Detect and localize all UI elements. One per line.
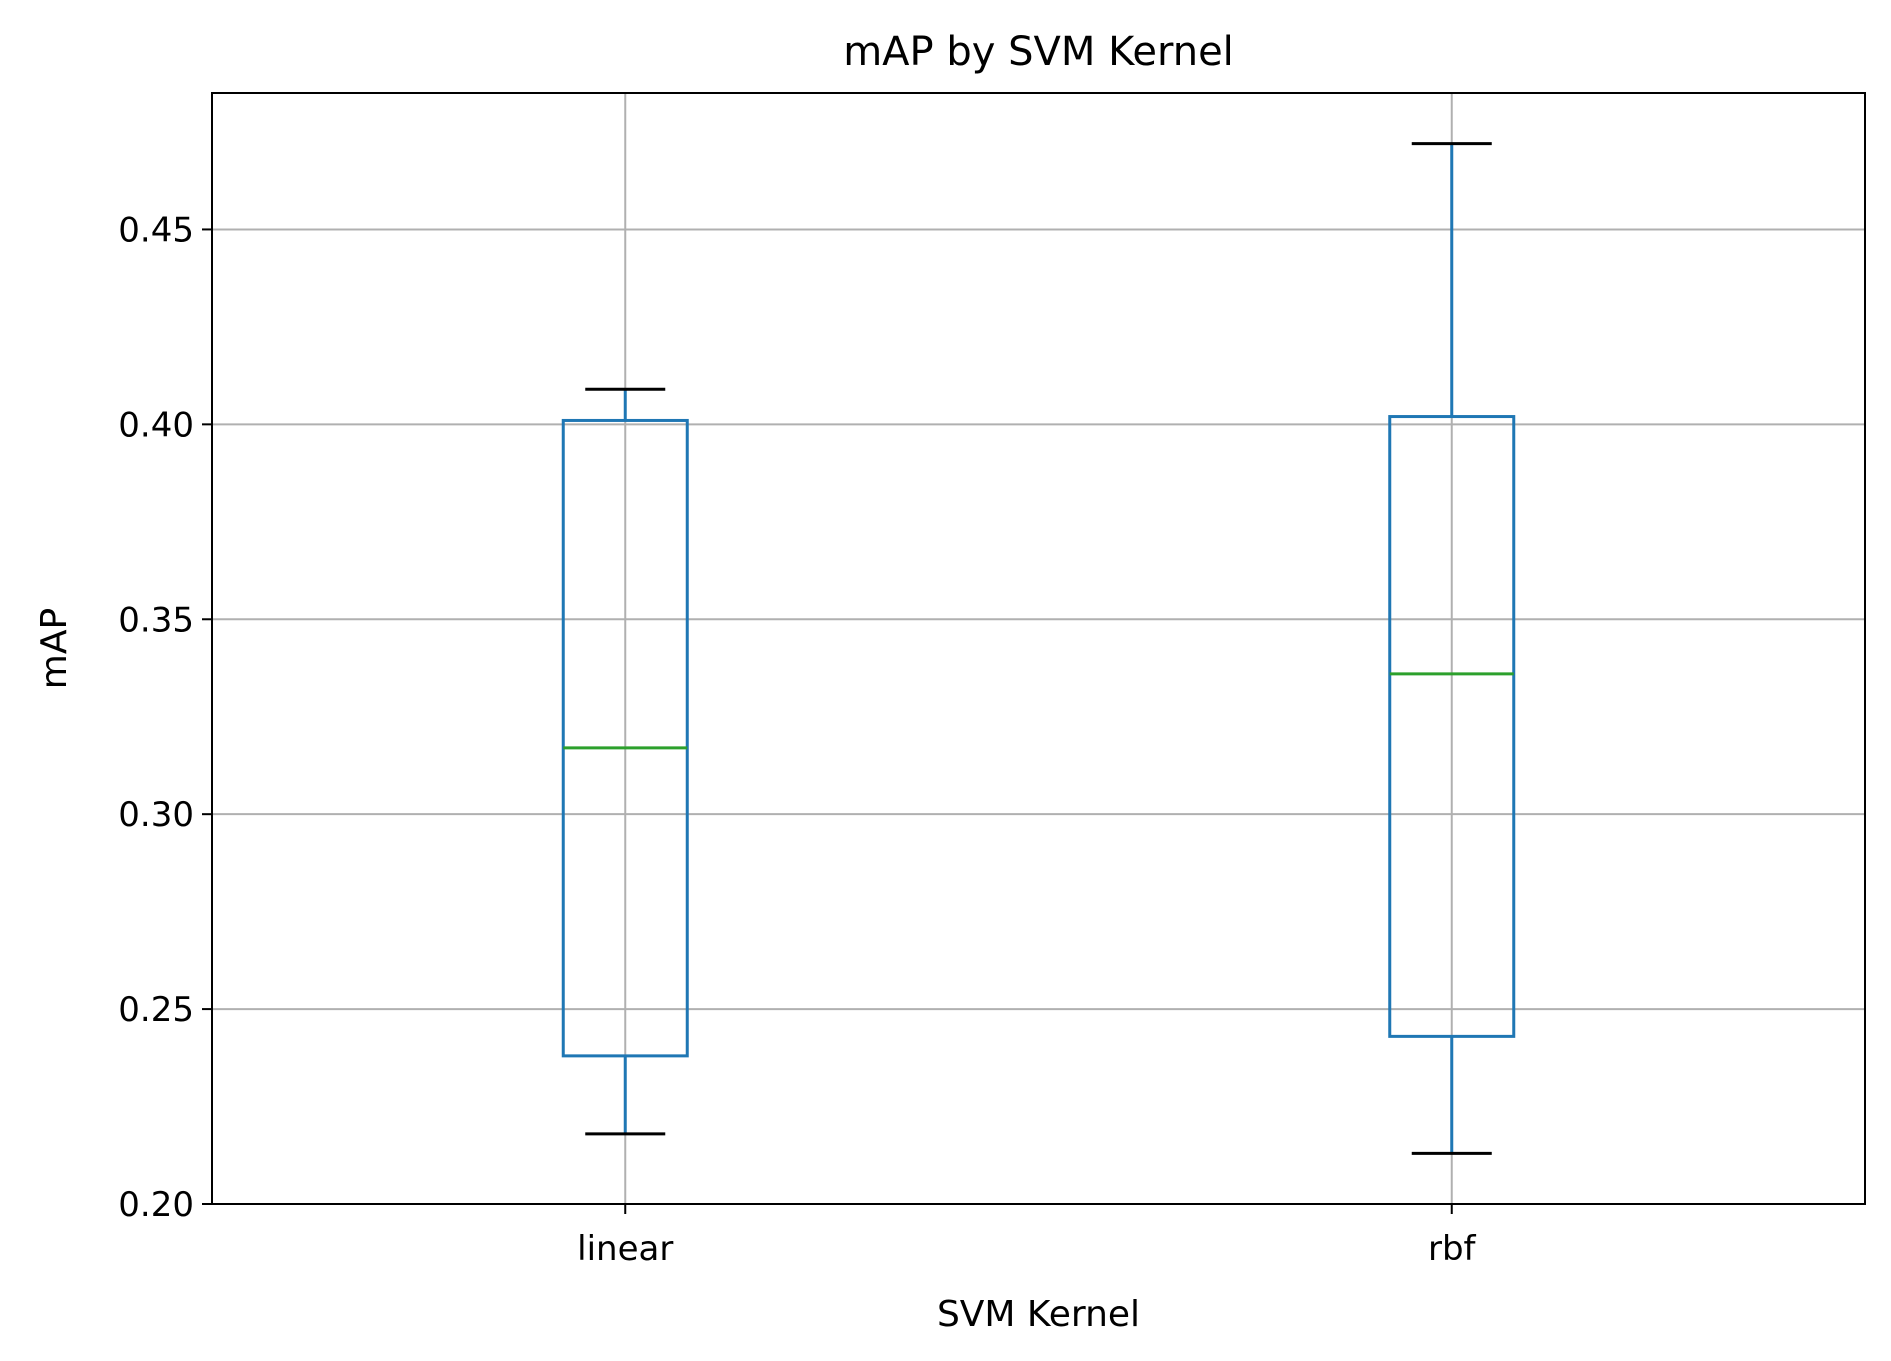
- y-tick-label: 0.25: [118, 990, 194, 1030]
- y-tick-label: 0.30: [118, 795, 194, 835]
- y-tick-label: 0.20: [118, 1185, 194, 1225]
- x-axis-label: SVM Kernel: [937, 1294, 1140, 1335]
- boxes: [561, 142, 1516, 1155]
- ticks: 0.20 0.25 0.30 0.35 0.40 0.45 linear rbf: [118, 210, 1476, 1269]
- y-axis-label: mAP: [34, 608, 75, 689]
- y-tick-label: 0.35: [118, 600, 194, 640]
- box-rbf: [1388, 415, 1516, 1038]
- y-tick-label: 0.40: [118, 405, 194, 445]
- x-tick-label: rbf: [1428, 1229, 1477, 1269]
- box-linear: [561, 418, 689, 1058]
- plot-frame: [211, 92, 1866, 1205]
- grid: [212, 93, 1865, 1205]
- x-tick-label: linear: [577, 1229, 673, 1269]
- chart-title: mAP by SVM Kernel: [843, 29, 1234, 75]
- y-tick-label: 0.45: [118, 210, 194, 250]
